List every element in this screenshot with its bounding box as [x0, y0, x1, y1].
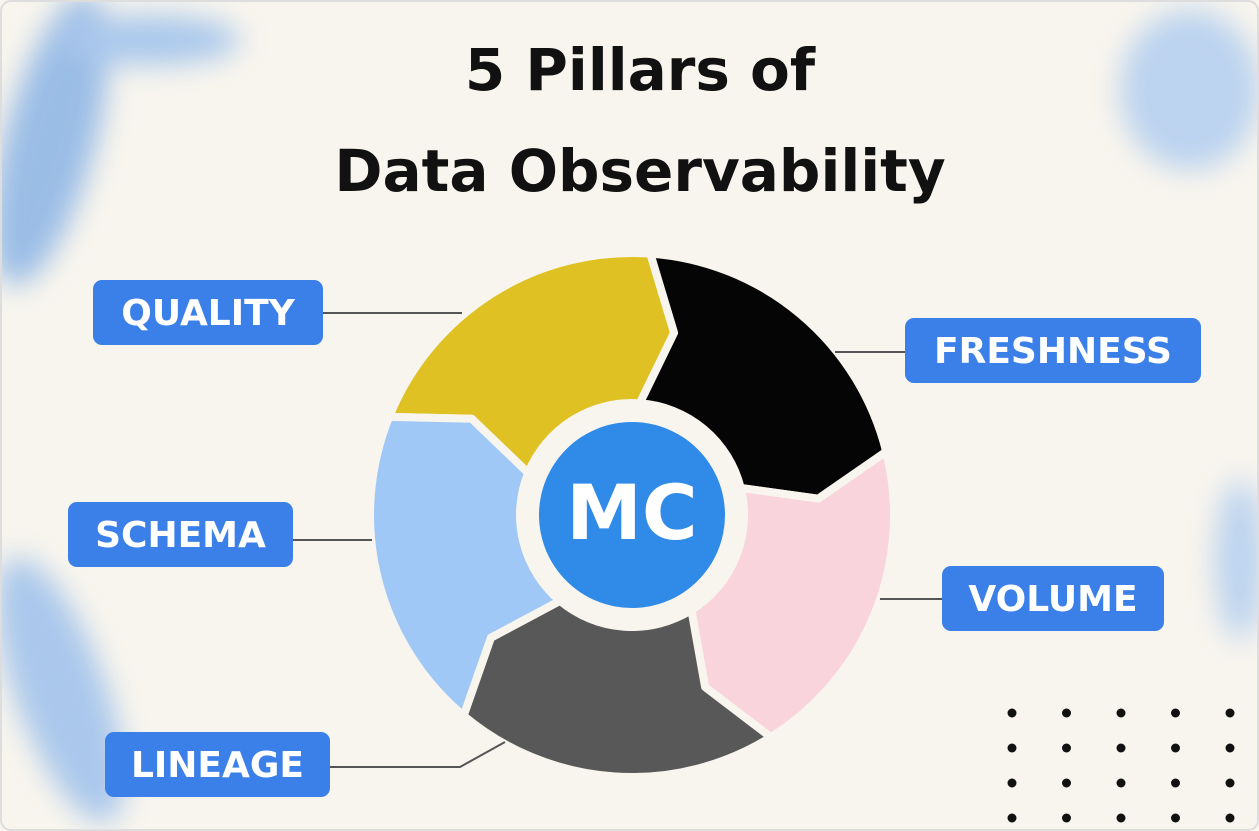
dot — [1007, 708, 1017, 718]
dot — [1007, 813, 1017, 823]
label-text: LINEAGE — [131, 745, 304, 786]
dot — [1225, 778, 1235, 788]
dot — [1062, 708, 1071, 718]
label-text: SCHEMA — [95, 515, 266, 556]
dot — [1007, 743, 1017, 753]
dot — [1225, 708, 1235, 718]
dot — [1116, 743, 1126, 753]
dot — [1007, 778, 1017, 788]
title-line: 5 Pillars of — [465, 36, 816, 104]
dot — [1116, 813, 1126, 823]
label-box — [905, 318, 1201, 383]
label-box — [93, 280, 323, 345]
label-text: QUALITY — [121, 293, 295, 334]
connector — [330, 741, 506, 768]
dot — [1171, 778, 1180, 788]
dot — [1225, 743, 1235, 753]
title-line: Data Observability — [334, 137, 945, 205]
dot — [1116, 708, 1126, 718]
label-text: FRESHNESS — [934, 331, 1172, 372]
pillar-labels: QUALITY FRESHNESS VOLUME LINEAGE SCHEMA — [68, 280, 1201, 797]
dot — [1225, 813, 1235, 823]
hub-label: MC — [566, 468, 697, 557]
pillar-segment — [687, 447, 898, 742]
dot — [1171, 708, 1180, 718]
hub — [539, 422, 725, 608]
dot — [1062, 743, 1071, 753]
dot-grid — [1007, 708, 1235, 823]
dot — [1062, 778, 1071, 788]
pillar-segment — [635, 249, 891, 503]
label-box — [68, 502, 293, 567]
pillar-wheel — [366, 249, 898, 781]
dot — [1116, 778, 1126, 788]
dot — [1171, 743, 1180, 753]
label-text: VOLUME — [968, 579, 1137, 620]
pillar-segment — [366, 412, 564, 720]
pillar-segment — [459, 596, 775, 781]
label-box — [942, 566, 1164, 631]
dot — [1062, 813, 1071, 823]
dot — [1171, 813, 1180, 823]
label-box — [105, 732, 330, 797]
